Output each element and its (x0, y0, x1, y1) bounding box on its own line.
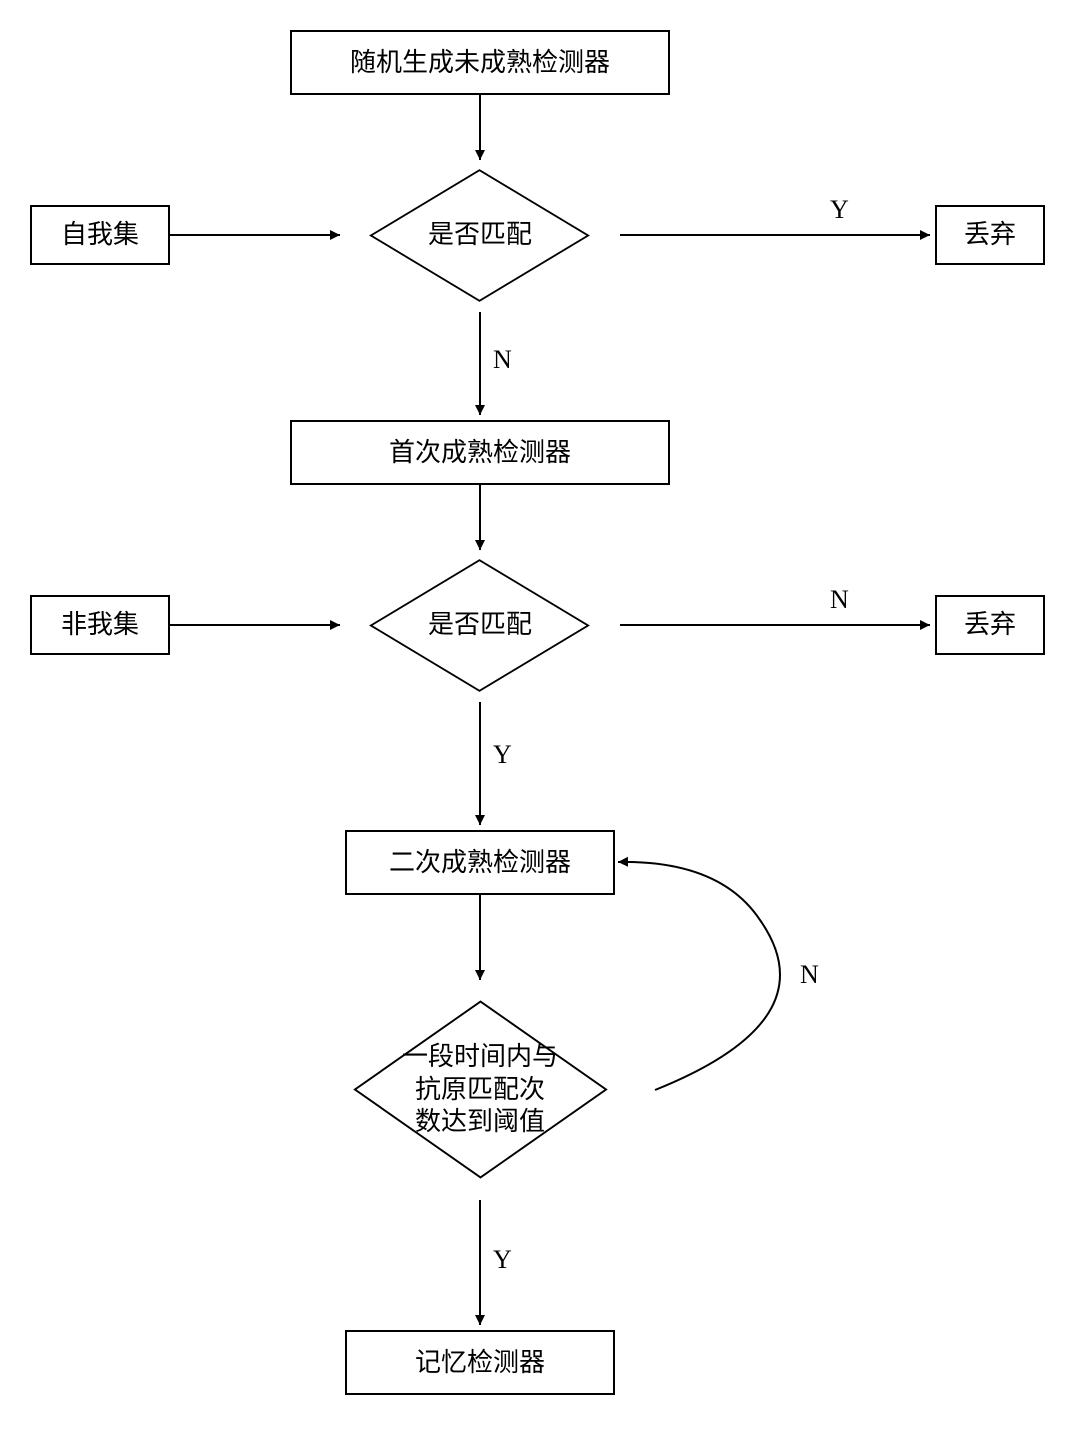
node-nonself-text: 非我集 (61, 608, 139, 642)
decision-match1-text: 是否匹配 (428, 219, 532, 252)
node-discard2: 丢弃 (935, 595, 1045, 655)
node-first: 首次成熟检测器 (290, 420, 670, 485)
node-start-text: 随机生成未成熟检测器 (350, 46, 610, 80)
decision-match2-text: 是否匹配 (428, 609, 532, 642)
node-selfset: 自我集 (30, 205, 170, 265)
node-memory: 记忆检测器 (345, 1330, 615, 1395)
node-discard1-text: 丢弃 (964, 218, 1016, 252)
label-n3: N (800, 960, 819, 990)
node-second: 二次成熟检测器 (345, 830, 615, 895)
node-second-text: 二次成熟检测器 (389, 846, 571, 880)
decision-match2: 是否匹配 (330, 545, 630, 705)
node-discard2-text: 丢弃 (964, 608, 1016, 642)
node-first-text: 首次成熟检测器 (389, 436, 571, 470)
label-n1: N (493, 345, 512, 375)
node-selfset-text: 自我集 (61, 218, 139, 252)
label-y2: Y (493, 740, 512, 770)
label-n2: N (830, 585, 849, 615)
decision-threshold: 一段时间内与 抗原匹配次 数达到阈值 (295, 975, 665, 1205)
decision-match1: 是否匹配 (330, 155, 630, 315)
label-y1: Y (830, 195, 849, 225)
node-memory-text: 记忆检测器 (415, 1346, 545, 1380)
node-start: 随机生成未成熟检测器 (290, 30, 670, 95)
label-y3: Y (493, 1245, 512, 1275)
node-nonself: 非我集 (30, 595, 170, 655)
decision-threshold-text: 一段时间内与 抗原匹配次 数达到阈值 (402, 1041, 558, 1139)
node-discard1: 丢弃 (935, 205, 1045, 265)
